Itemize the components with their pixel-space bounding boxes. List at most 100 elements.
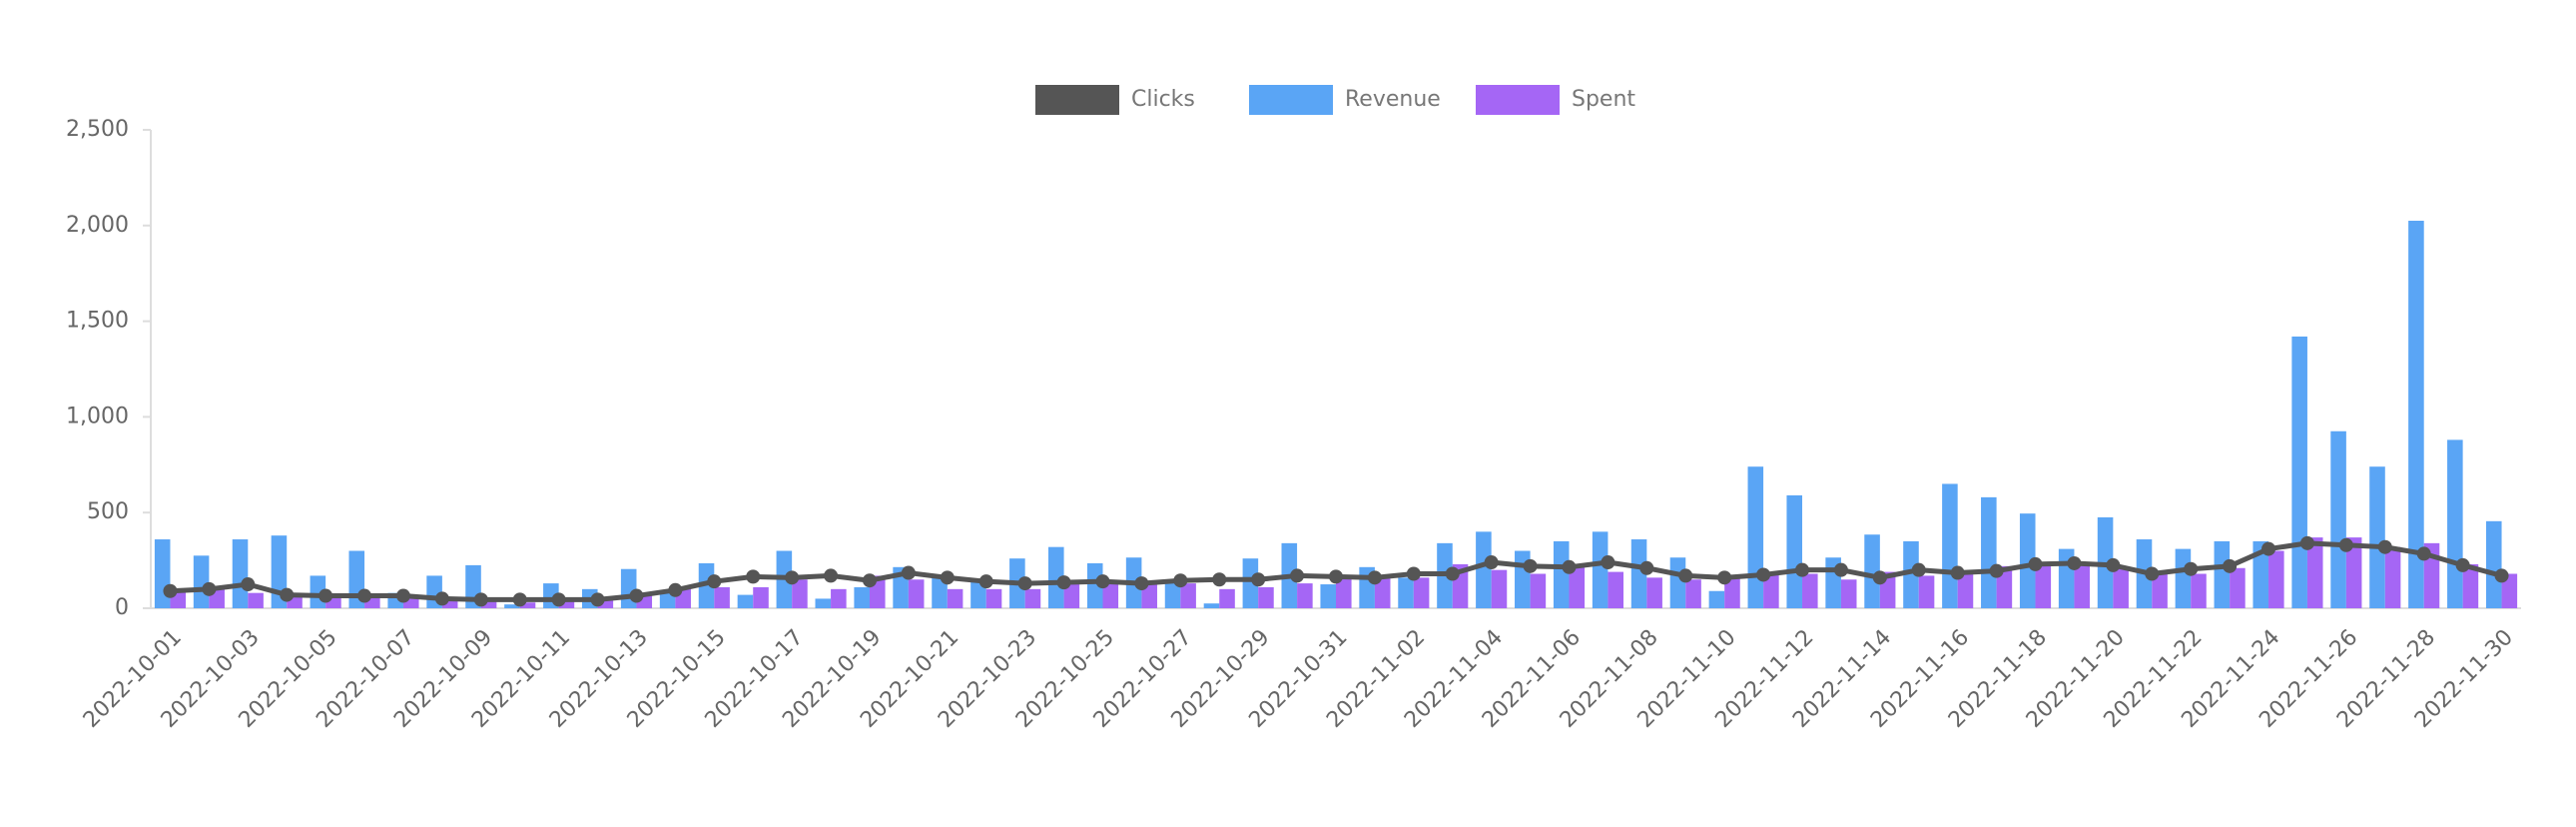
point: [395, 588, 410, 603]
bar: [480, 600, 497, 608]
point: [1173, 573, 1188, 588]
bar: [2152, 573, 2168, 608]
point: [2145, 566, 2160, 581]
point: [1678, 568, 1693, 583]
point: [1329, 569, 1343, 584]
bar: [2035, 565, 2052, 608]
bar: [1747, 466, 1764, 608]
bar: [2345, 537, 2362, 608]
point: [512, 592, 527, 607]
point: [940, 570, 955, 585]
point: [2494, 568, 2509, 583]
point: [1911, 562, 1926, 577]
bar: [232, 539, 249, 608]
bar: [2175, 548, 2192, 608]
bar: [2191, 573, 2207, 608]
y-tick-label: 2,000: [66, 213, 129, 238]
bar: [1102, 583, 1119, 608]
bar: [1763, 571, 1779, 608]
bar: [2230, 567, 2246, 608]
bar: [1981, 496, 1997, 608]
bar: [1063, 583, 1080, 608]
bar: [2462, 563, 2479, 608]
legend-swatch: [1035, 85, 1119, 115]
bar: [558, 600, 575, 608]
bar: [1374, 577, 1391, 608]
bar: [1840, 579, 1857, 608]
legend-label: Revenue: [1345, 87, 1441, 112]
point: [1717, 570, 1732, 585]
bar: [2113, 567, 2129, 608]
bar: [2384, 546, 2401, 608]
bar: [1515, 550, 1531, 608]
point: [202, 581, 217, 596]
point: [163, 583, 178, 598]
bar: [792, 579, 808, 608]
bar: [854, 586, 870, 608]
point: [1795, 562, 1810, 577]
legend-item: Spent: [1476, 85, 1635, 115]
bar: [1320, 584, 1336, 608]
bar: [519, 602, 536, 608]
bar: [1942, 483, 1958, 608]
bar: [1957, 571, 1974, 608]
point: [1523, 558, 1538, 573]
point: [2455, 557, 2470, 572]
bar: [908, 579, 925, 608]
bar: [1297, 583, 1313, 608]
bar: [1669, 557, 1686, 608]
bar: [2408, 221, 2424, 608]
point: [2223, 558, 2238, 573]
bar: [2074, 563, 2091, 608]
point: [707, 574, 722, 589]
bar: [1086, 562, 1103, 608]
point: [1639, 560, 1654, 575]
point: [785, 570, 800, 585]
point: [473, 592, 488, 607]
bar: [815, 598, 832, 608]
bar: [2447, 439, 2463, 608]
bar: [2253, 540, 2269, 608]
legend-item: Clicks: [1035, 85, 1195, 115]
bar: [1398, 577, 1414, 608]
point: [551, 592, 566, 607]
y-tick-label: 0: [115, 595, 129, 620]
bar: [698, 562, 715, 608]
point: [824, 568, 839, 583]
bar: [1918, 575, 1935, 608]
point: [2261, 541, 2276, 556]
bar: [1864, 534, 1880, 608]
legend-label: Clicks: [1131, 87, 1195, 112]
bar: [364, 596, 380, 608]
point: [241, 577, 256, 592]
point: [1445, 566, 1460, 581]
bar: [1024, 588, 1041, 608]
bar: [2485, 520, 2502, 608]
bar: [1708, 590, 1725, 608]
bar: [2501, 573, 2518, 608]
point: [629, 588, 644, 603]
point: [1017, 576, 1032, 591]
y-tick-label: 1,500: [66, 309, 129, 334]
bar: [1048, 546, 1064, 608]
bar: [714, 586, 730, 608]
point: [1601, 555, 1615, 570]
point: [1989, 563, 2004, 578]
bar: [2306, 537, 2323, 608]
bar: [154, 539, 171, 608]
point: [280, 587, 295, 602]
bar: [1903, 540, 1919, 608]
bar: [1203, 603, 1220, 608]
point: [2338, 537, 2353, 552]
point: [862, 573, 877, 588]
point: [1756, 567, 1771, 582]
point: [1833, 562, 1848, 577]
bar: [753, 586, 769, 608]
bar: [1592, 531, 1609, 608]
bar: [193, 555, 210, 608]
bar: [1646, 577, 1662, 608]
bar: [1630, 539, 1647, 608]
bar: [985, 588, 1002, 608]
point: [2416, 546, 2431, 561]
